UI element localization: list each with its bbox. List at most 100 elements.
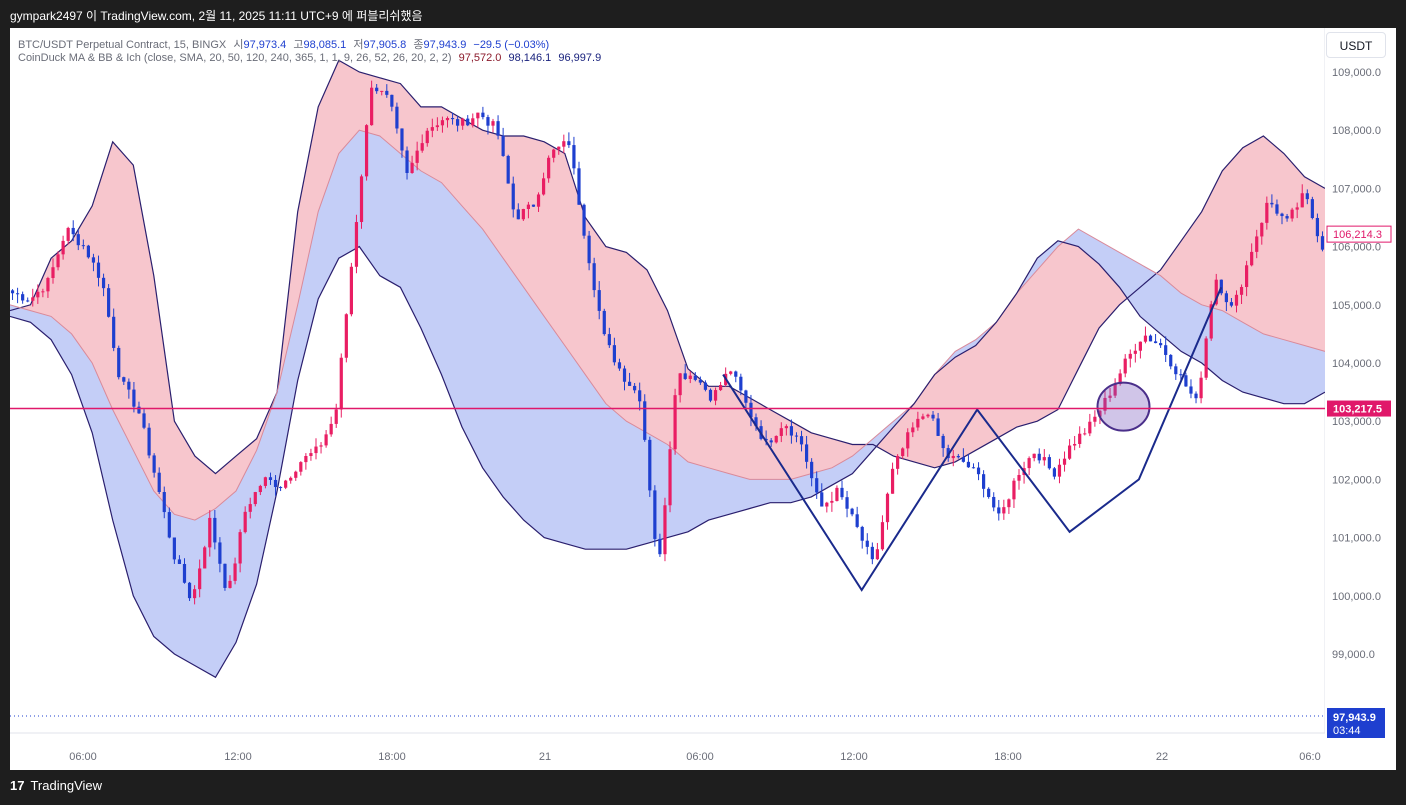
candle-body [734,371,738,377]
w-pattern-line [722,286,1223,592]
candle-body [273,479,278,488]
candle [1042,449,1046,466]
candle-body [456,119,460,126]
candle-body [567,141,571,146]
candle-body [162,492,166,513]
candle-body [1138,341,1142,351]
candle [66,226,70,245]
publish-info-text: gympark2497 이 TradingView.com, 2월 11, 20… [10,9,423,23]
candle [956,453,960,459]
candle [941,433,945,457]
candle-body [835,487,839,501]
candle [56,251,60,271]
candle-body [794,435,799,437]
candle-body [258,485,262,493]
candle [26,297,30,303]
candle-body [779,428,783,436]
candle-body [1047,457,1051,469]
candle [966,454,971,468]
candle [1027,456,1031,476]
candle [658,533,662,557]
candle-body [314,446,318,454]
candle [987,487,991,499]
candle-body [804,444,809,462]
candle [253,491,257,507]
candle-body [931,414,935,419]
candle-body [359,176,364,223]
candle [1017,469,1021,490]
candle [582,203,586,239]
candle-body [248,504,252,512]
candle [708,388,713,403]
candle-body [617,362,622,369]
candle-body [1305,193,1309,200]
candle [380,90,384,96]
candle-body [91,257,96,263]
candle [1174,363,1178,380]
candle [506,154,510,184]
candle [840,480,844,500]
candle [51,258,55,284]
candle-body [1310,199,1314,218]
candle [1229,298,1234,308]
candle-body [390,94,394,107]
footer: 17 TradingView [10,778,102,798]
candle-body [198,568,202,590]
candle [101,273,106,297]
candle [789,419,794,444]
legend-open-label: 시 [233,39,244,51]
currency-button[interactable]: USDT [1326,32,1386,58]
candle [1093,410,1097,427]
candle-body [1239,287,1244,295]
candle [547,155,551,183]
candle-body [10,290,15,294]
candle-body [263,477,268,486]
candle [1209,300,1213,341]
chart-pane[interactable]: 109,000.0 108,000.0 107,000.0 106,000.0 105,… [10,28,1396,770]
candle [294,470,298,481]
candle-body [324,434,328,446]
candle-body [612,345,616,363]
candle [1007,498,1011,514]
candle [21,291,25,304]
candle [850,507,854,517]
candle-body [541,178,546,195]
candle-body [1078,433,1082,444]
candle-body [380,90,384,92]
candle-body [562,141,566,147]
candle [1290,207,1294,222]
legend-low-label: 저 [353,39,364,51]
candle-body [668,449,672,506]
candle-body [471,118,475,126]
candle-body [491,121,495,126]
candle [91,253,96,272]
x-tick-label: 22 [1156,751,1168,763]
candle [976,462,981,481]
candle-body [182,563,187,583]
candle-body [1219,279,1223,294]
legend-indicator-row: CoinDuck MA & BB & Ich (close, SMA, 20, … [18,52,601,64]
candle [1219,279,1223,296]
candle [1032,453,1036,462]
candle-body [142,413,146,428]
candle [491,118,495,133]
candle-body [1280,213,1284,217]
candle-body [1275,204,1279,214]
candle-body [1159,343,1163,346]
candle-body [789,426,794,436]
x-tick-label: 18:00 [994,751,1022,763]
candle [906,428,910,457]
candle [1164,336,1168,362]
candle-body [21,294,25,301]
candle-body [15,293,20,295]
candle [354,214,359,274]
candle [683,364,687,381]
candle-body [906,432,910,449]
candle-body [268,477,273,480]
chart-canvas[interactable]: 109,000.0 108,000.0 107,000.0 106,000.0 105,… [10,28,1396,770]
candle-body [425,130,429,144]
candle [971,463,976,469]
candle-body [233,563,237,581]
candle-body [865,540,869,547]
candle-body [941,435,945,449]
